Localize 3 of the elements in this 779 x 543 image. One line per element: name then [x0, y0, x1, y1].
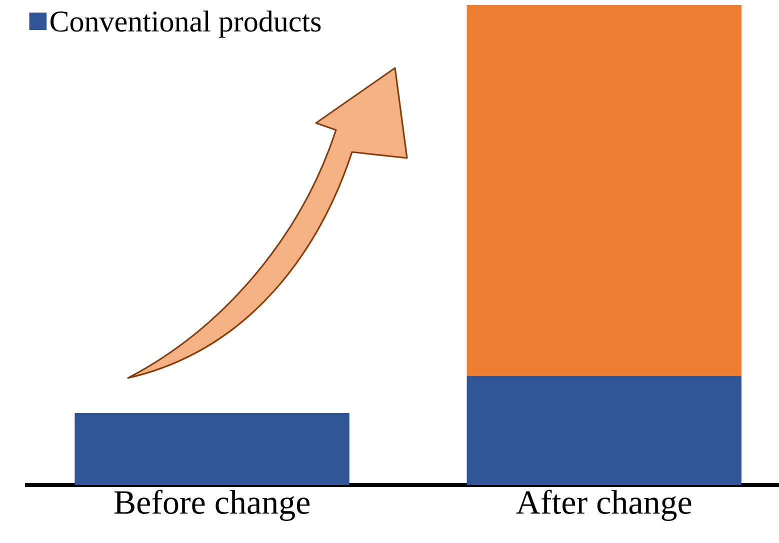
- x-tick-label: After change: [516, 490, 692, 521]
- legend-label: Conventional products: [50, 10, 321, 38]
- x-tick-label: Before change: [114, 490, 310, 521]
